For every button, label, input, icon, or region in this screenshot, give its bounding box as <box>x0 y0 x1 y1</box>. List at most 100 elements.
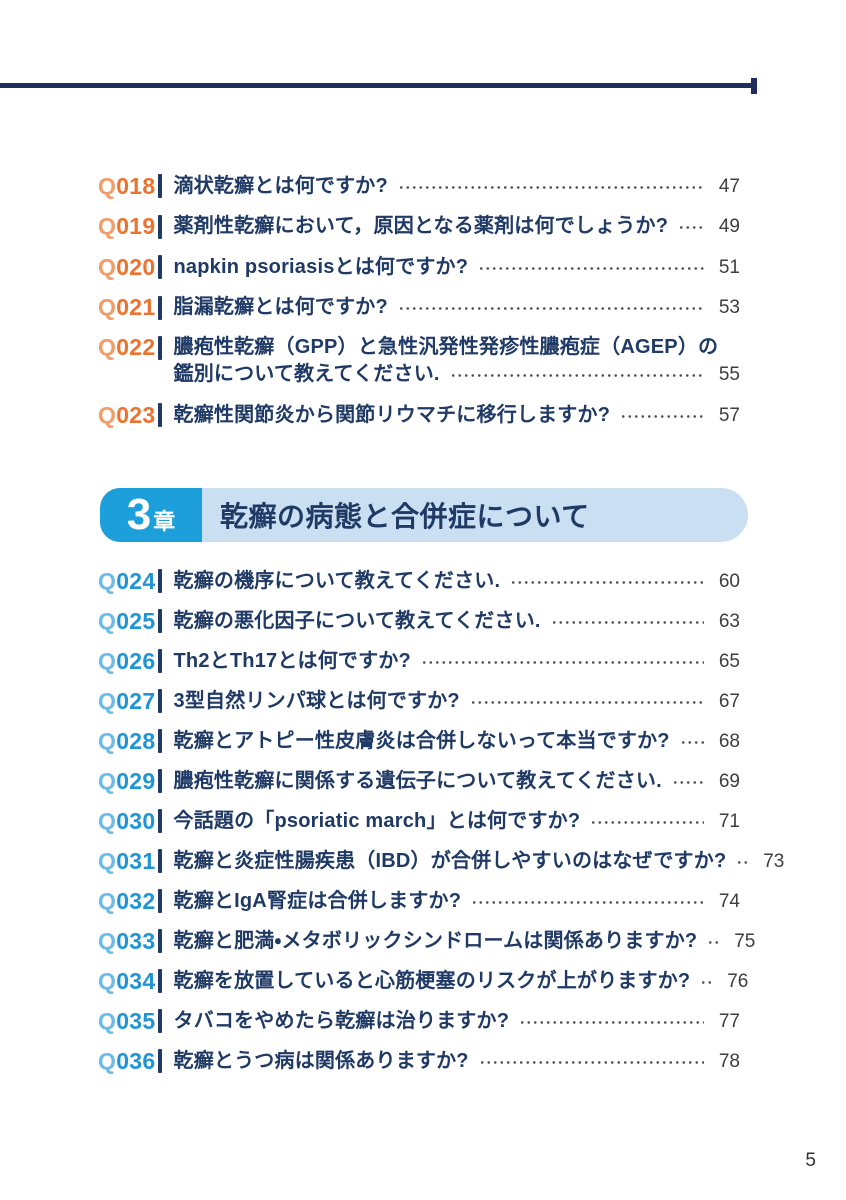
header-rule-end-tick <box>751 78 757 94</box>
toc-entry: Q027 3型自然リンパ球とは何ですか? 67 <box>98 681 740 721</box>
question-text: 乾癬とアトピー性皮膚炎は合併しないって本当ですか? <box>173 729 670 752</box>
entry-page-number: 74 <box>718 890 740 912</box>
question-line-1: 脂漏乾癬とは何ですか? 53 <box>174 294 741 321</box>
question-text: 滴状乾癬とは何ですか? <box>173 174 388 197</box>
entry-page-number: 76 <box>727 970 749 992</box>
question-body: 乾癬の悪化因子について教えてください. 63 <box>174 608 741 635</box>
question-body: タバコをやめたら乾癬は治りますか? 77 <box>174 1008 741 1035</box>
entry-page-number: 75 <box>734 930 756 952</box>
entry-page-number: 65 <box>718 650 740 672</box>
question-body: 乾癬とうつ病は関係ありますか? 78 <box>174 1048 741 1075</box>
question-number-digits: 036 <box>116 1047 156 1074</box>
separator-bar <box>158 769 162 793</box>
toc-entry: Q032 乾癬とIgA腎症は合併しますか? 74 <box>98 881 740 921</box>
toc-entry: Q019 薬剤性乾癬において，原因となる薬剤は何でしょうか? 49 <box>98 207 740 248</box>
toc-section-chapter3: Q024 乾癬の機序について教えてください. 60 Q025 乾癬の悪化因子につ… <box>98 561 785 1081</box>
toc-entry: Q023 乾癬性関節炎から関節リウマチに移行しますか? 57 <box>98 395 740 436</box>
toc-entry: Q031 乾癬と炎症性腸疾患（IBD）が合併しやすいのはなぜですか? 73 <box>98 841 785 881</box>
question-text: 膿疱性乾癬（GPP）と急性汎発性発疹性膿疱症（AGEP）の <box>173 336 719 358</box>
question-line-1: 乾癬の悪化因子について教えてください. 63 <box>174 608 741 635</box>
question-number: Q029 <box>98 768 156 795</box>
separator-bar <box>158 809 162 833</box>
question-number-digits: 034 <box>116 967 156 994</box>
separator-bar <box>158 1009 162 1033</box>
question-number-digits: 020 <box>116 253 156 280</box>
toc-entry: Q028 乾癬とアトピー性皮膚炎は合併しないって本当ですか? 68 <box>98 721 740 761</box>
toc-entry: Q033 乾癬と肥満・メタボリックシンドロームは関係ありますか? 75 <box>98 921 756 961</box>
entry-page-number: 67 <box>718 690 740 712</box>
question-line-1: 滴状乾癬とは何ですか? 47 <box>174 173 741 200</box>
separator-bar <box>158 1049 162 1073</box>
dotted-leader <box>679 740 704 744</box>
question-number-digits: 032 <box>116 887 156 914</box>
entry-page-number: 57 <box>718 404 740 426</box>
question-line-1: 膿疱性乾癬（GPP）と急性汎発性発疹性膿疱症（AGEP）の <box>174 334 741 361</box>
question-number: Q025 <box>98 608 156 635</box>
entry-page-number: 55 <box>718 364 740 385</box>
question-number-letter: Q <box>98 887 117 914</box>
separator-bar <box>158 849 162 873</box>
question-number-digits: 035 <box>116 1007 156 1034</box>
separator-bar <box>158 295 162 320</box>
separator-bar <box>158 403 162 428</box>
chapter-banner: 3 章 乾癬の病態と合併症について <box>100 488 748 542</box>
question-body: 乾癬とIgA腎症は合併しますか? 74 <box>174 888 741 915</box>
question-number-letter: Q <box>98 567 117 594</box>
question-number: Q018 <box>98 173 156 200</box>
separator-bar <box>158 649 162 673</box>
question-number-letter: Q <box>98 1007 117 1034</box>
question-line-1: 乾癬とうつ病は関係ありますか? 78 <box>174 1048 741 1075</box>
question-text: 乾癬とIgA腎症は合併しますか? <box>173 889 462 912</box>
question-number: Q019 <box>98 213 156 240</box>
dotted-leader <box>420 660 704 664</box>
entry-page-number: 60 <box>718 570 740 592</box>
toc-entry: Q036 乾癬とうつ病は関係ありますか? 78 <box>98 1041 740 1081</box>
question-text: 乾癬性関節炎から関節リウマチに移行しますか? <box>173 403 611 426</box>
dotted-leader <box>469 700 704 704</box>
question-text: 乾癬を放置していると心筋梗塞のリスクが上がりますか? <box>173 969 691 992</box>
question-number: Q035 <box>98 1008 156 1035</box>
question-number-digits: 022 <box>116 334 156 360</box>
question-text: タバコをやめたら乾癬は治りますか? <box>173 1009 510 1032</box>
question-number: Q031 <box>98 848 156 875</box>
question-number-letter: Q <box>98 213 117 240</box>
dotted-leader <box>471 900 704 904</box>
question-number-letter: Q <box>98 607 117 634</box>
question-body: Th2とTh17とは何ですか? 65 <box>174 648 741 675</box>
separator-bar <box>158 336 162 360</box>
question-number: Q021 <box>98 294 156 321</box>
entry-page-number: 51 <box>718 256 740 278</box>
separator-bar <box>158 609 162 633</box>
question-body: 乾癬と肥満・メタボリックシンドロームは関係ありますか? 75 <box>174 928 756 955</box>
question-line-1: 今話題の「psoriatic march」とは何ですか? 71 <box>174 808 741 835</box>
question-body: 薬剤性乾癬において，原因となる薬剤は何でしょうか? 49 <box>174 213 741 240</box>
toc-entry: Q034 乾癬を放置していると心筋梗塞のリスクが上がりますか? 76 <box>98 961 748 1001</box>
separator-bar <box>158 214 162 239</box>
question-number-letter: Q <box>98 647 117 674</box>
question-number-letter: Q <box>98 1047 117 1074</box>
question-text: 乾癬と炎症性腸疾患（IBD）が合併しやすいのはなぜですか? <box>173 849 727 872</box>
question-number-letter: Q <box>98 727 117 754</box>
question-line-1: 乾癬とアトピー性皮膚炎は合併しないって本当ですか? 68 <box>174 728 741 755</box>
dotted-leader <box>700 980 713 984</box>
question-line-1: 薬剤性乾癬において，原因となる薬剤は何でしょうか? 49 <box>174 213 741 240</box>
dotted-leader <box>397 185 704 189</box>
question-number-digits: 031 <box>116 847 156 874</box>
question-number: Q026 <box>98 648 156 675</box>
question-text: Th2とTh17とは何ですか? <box>173 649 411 672</box>
header-rule <box>0 83 752 88</box>
question-line-1: 乾癬と炎症性腸疾患（IBD）が合併しやすいのはなぜですか? 73 <box>173 848 785 875</box>
question-number-letter: Q <box>98 687 117 714</box>
question-number: Q022 <box>98 334 156 361</box>
toc-entry: Q021 脂漏乾癬とは何ですか? 53 <box>98 288 740 329</box>
separator-bar <box>158 174 162 199</box>
dotted-leader <box>736 860 749 864</box>
question-text: 膿疱性乾癬に関係する遺伝子について教えてください. <box>173 769 662 792</box>
dotted-leader <box>671 780 704 784</box>
question-body: 脂漏乾癬とは何ですか? 53 <box>174 294 741 321</box>
question-number: Q023 <box>98 402 156 429</box>
entry-page-number: 73 <box>763 850 785 872</box>
chapter-number-badge: 3 章 <box>100 488 202 542</box>
question-body: napkin psoriasisとは何ですか? 51 <box>174 254 741 281</box>
question-line-1: 膿疱性乾癬に関係する遺伝子について教えてください. 69 <box>174 768 741 795</box>
